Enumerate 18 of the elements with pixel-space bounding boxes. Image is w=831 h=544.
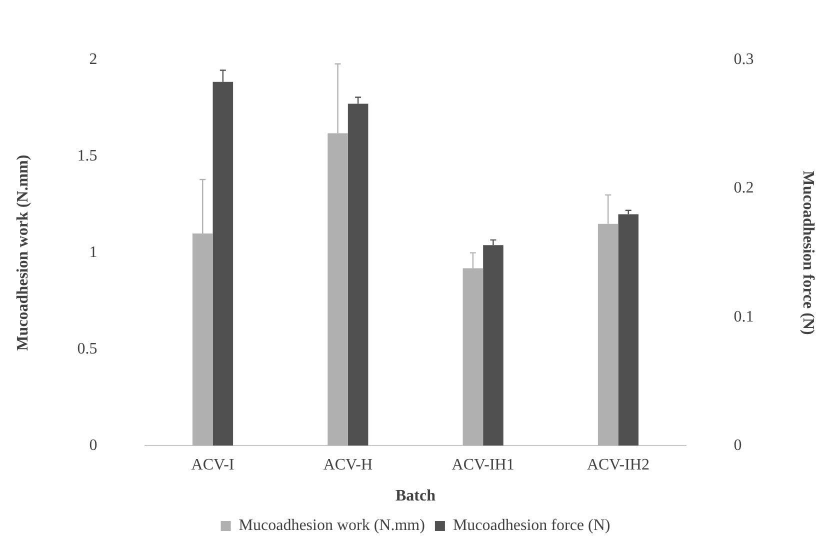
x-tick-label: ACV-I [191,456,234,474]
x-tick-label: ACV-IH2 [586,456,650,474]
y-tick-label: 0 [89,436,98,454]
y2-tick-label: 0.2 [734,180,754,197]
x-tick-label: ACV-IH1 [452,456,514,474]
y2-tick-label: 0 [734,436,742,454]
y2-tick-label: 0.3 [734,51,754,68]
y-tick-label: 1.5 [77,148,98,165]
y-tick-label: 0.5 [77,340,98,358]
legend-label: Mucoadhesion force (N) [452,517,610,534]
y-tick-label: 2 [89,51,98,68]
y2-tick-label: 0.1 [734,308,754,326]
y-tick-label: 1 [89,244,98,262]
legend-label: Mucoadhesion work (N.mm) [238,517,425,534]
y2-axis-title: Mucoadhesion force (N) [799,170,816,335]
x-tick-label: ACV-H [323,456,373,474]
y-axis-title: Mucoadhesion work (N.mm) [14,154,32,351]
x-axis-title: Batch [396,488,436,505]
